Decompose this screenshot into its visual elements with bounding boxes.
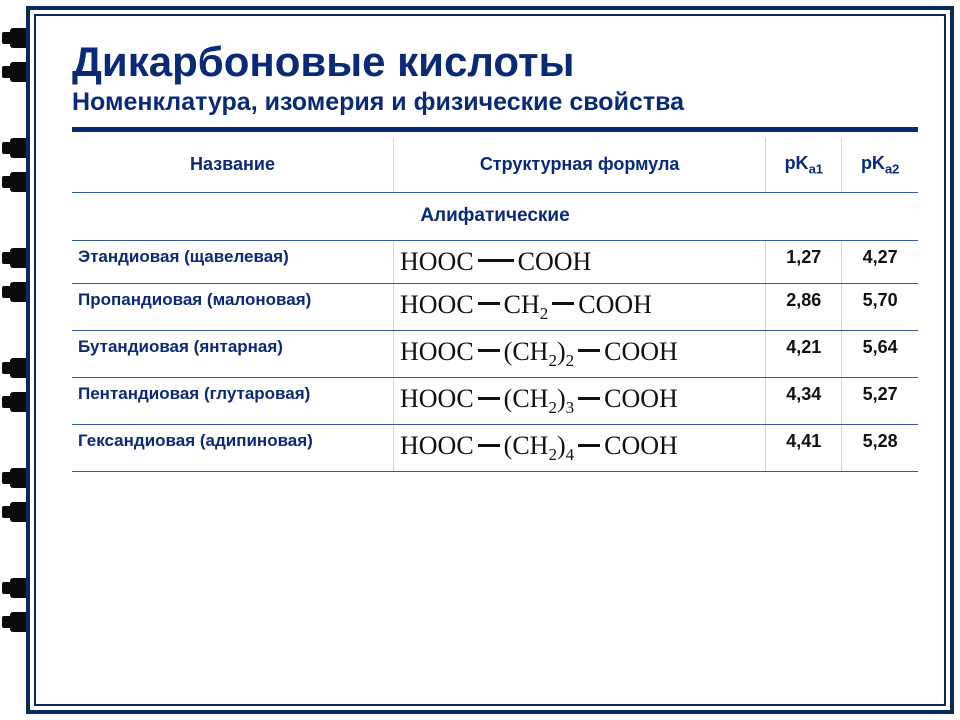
col-pka1: pKa1 (766, 138, 842, 192)
col-pka2: pKa2 (842, 138, 918, 192)
pka2-value: 4,27 (842, 240, 918, 283)
slide-inner-frame: Дикарбоновые кислоты Номенклатура, изоме… (34, 14, 946, 706)
table-row: Пропандиовая (малоновая)HOOCCH2COOH2,865… (72, 283, 918, 330)
acid-name: Пентандиовая (глутаровая) (72, 377, 393, 424)
table-row: Бутандиовая (янтарная)HOOC(CH2)2COOH4,21… (72, 330, 918, 377)
pka2-value: 5,27 (842, 377, 918, 424)
acid-name: Бутандиовая (янтарная) (72, 330, 393, 377)
acid-name: Пропандиовая (малоновая) (72, 283, 393, 330)
section-row: Алифатические (72, 192, 918, 240)
acid-name: Этандиовая (щавелевая) (72, 240, 393, 283)
acid-formula: HOOC(CH2)2COOH (393, 330, 765, 377)
page-title: Дикарбоновые кислоты (72, 40, 918, 84)
acid-formula: HOOCCOOH (393, 240, 765, 283)
pka1-value: 4,21 (766, 330, 842, 377)
acid-formula: HOOC(CH2)3COOH (393, 377, 765, 424)
pka1-value: 1,27 (766, 240, 842, 283)
acid-name: Гександиовая (адипиновая) (72, 425, 393, 472)
pka2-value: 5,70 (842, 283, 918, 330)
pka1-value: 2,86 (766, 283, 842, 330)
slide-outer-frame: Дикарбоновые кислоты Номенклатура, изоме… (26, 6, 954, 714)
col-name: Название (72, 138, 393, 192)
acid-formula: HOOC(CH2)4COOH (393, 425, 765, 472)
table-row: Этандиовая (щавелевая)HOOCCOOH1,274,27 (72, 240, 918, 283)
col-formula: Структурная формула (393, 138, 765, 192)
table-body: Алифатические Этандиовая (щавелевая)HOOC… (72, 192, 918, 472)
table-header-row: Название Структурная формула pKa1 pKa2 (72, 138, 918, 192)
pka2-value: 5,28 (842, 425, 918, 472)
acid-formula: HOOCCH2COOH (393, 283, 765, 330)
acids-table: Название Структурная формула pKa1 pKa2 А… (72, 138, 918, 472)
pka2-value: 5,64 (842, 330, 918, 377)
table-row: Пентандиовая (глутаровая)HOOC(CH2)3COOH4… (72, 377, 918, 424)
pka1-value: 4,34 (766, 377, 842, 424)
table-row: Гександиовая (адипиновая)HOOC(CH2)4COOH4… (72, 425, 918, 472)
pka1-value: 4,41 (766, 425, 842, 472)
title-underline (72, 127, 918, 132)
section-label: Алифатические (72, 192, 918, 240)
page-subtitle: Номенклатура, изомерия и физические свой… (72, 88, 918, 117)
